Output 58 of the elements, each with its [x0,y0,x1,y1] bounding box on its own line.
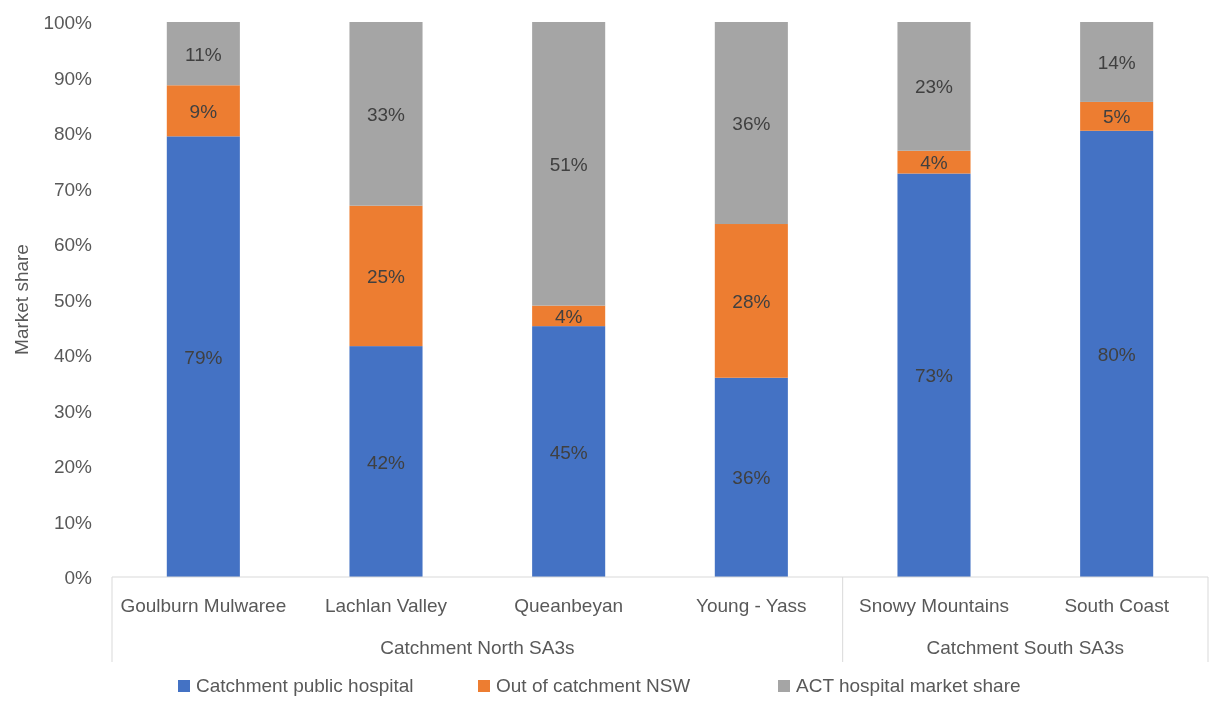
y-tick-label: 60% [53,234,93,255]
bar [714,224,788,378]
x-tick-label: South Coast [1064,595,1170,616]
bar [1080,22,1154,102]
data-label: 36% [732,467,771,489]
data-label: 33% [366,103,406,125]
legend-label: ACT hospital market share [796,675,1021,696]
y-tick-label: 0% [64,567,93,588]
y-tick-label: 30% [53,400,93,422]
y-tick-label: 50% [53,289,93,311]
x-tick-label: Young - Yass [696,595,807,616]
bar [1080,130,1154,577]
text: Catchment North SA3s [380,637,575,658]
bar [1080,101,1154,131]
x-tick-label: Lachlan Valley [324,595,448,616]
data-label: 73% [914,365,954,387]
data-label: 23% [914,76,954,98]
y-axis-title: Market share [11,244,32,355]
bar [897,22,971,151]
data-label: 42% [366,451,406,473]
bar [532,326,606,577]
data-label: 79% [184,346,223,368]
bar [349,346,423,577]
bar [714,22,788,225]
y-tick-label: 100% [43,12,93,33]
bar [897,173,971,577]
bar [714,377,788,577]
data-label: 4% [920,152,948,174]
x-tick-label: Goulburn Mulwaree [120,595,287,616]
data-label: 51% [549,153,588,175]
bar [166,136,240,577]
data-label: 28% [732,290,771,312]
bar [349,205,423,347]
y-tick-label: 20% [53,456,93,477]
x-tick-label: Queanbeyan [514,595,624,616]
y-tick-label: 90% [53,67,93,89]
data-label: 36% [732,113,771,135]
data-label: 80% [1097,343,1136,365]
data-label: 4% [554,305,583,327]
y-tick-label: 80% [53,123,93,144]
bar [166,85,240,137]
bar [349,22,423,206]
bar [532,22,606,306]
legend-label: Catchment public hospital [196,675,414,696]
text: Catchment South SA3s [926,637,1125,658]
legend-label: Out of catchment NSW [496,675,691,696]
data-label: 25% [366,265,406,287]
bar [897,150,971,174]
y-tick-label: 70% [53,178,93,200]
y-tick-label: 10% [53,511,93,533]
x-tick-label: Snowy Mountains [859,595,1009,616]
data-label: 11% [185,43,222,65]
y-tick-label: 40% [53,345,93,366]
data-label: 9% [189,100,218,122]
data-label: 5% [1102,106,1131,128]
bar [166,22,240,86]
data-label: 45% [549,441,588,463]
data-label: 14% [1097,51,1136,73]
